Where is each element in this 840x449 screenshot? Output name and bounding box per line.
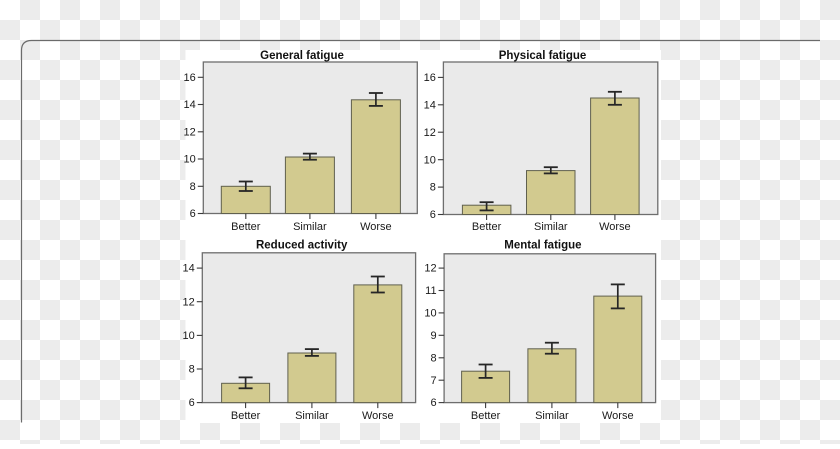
svg-text:10: 10 [424, 308, 436, 320]
svg-text:Worse: Worse [360, 221, 392, 233]
svg-text:8: 8 [430, 182, 436, 194]
svg-text:Similar: Similar [293, 221, 327, 233]
svg-text:14: 14 [184, 99, 196, 111]
svg-text:Similar: Similar [295, 410, 329, 422]
svg-text:Reduced activity: Reduced activity [256, 240, 348, 252]
svg-text:12: 12 [184, 126, 196, 138]
svg-text:14: 14 [183, 263, 195, 275]
svg-text:Similar: Similar [534, 221, 568, 233]
svg-text:Better: Better [231, 221, 261, 233]
svg-text:Similar: Similar [535, 410, 569, 422]
svg-text:12: 12 [424, 263, 436, 275]
svg-text:9: 9 [430, 330, 436, 342]
svg-text:Physical fatigue: Physical fatigue [499, 50, 587, 62]
svg-text:8: 8 [190, 181, 196, 193]
svg-text:10: 10 [424, 154, 436, 166]
svg-text:14: 14 [424, 99, 436, 111]
svg-text:Mental fatigue: Mental fatigue [504, 240, 581, 252]
svg-text:10: 10 [184, 154, 196, 166]
svg-text:Worse: Worse [599, 221, 631, 233]
svg-text:12: 12 [424, 127, 436, 139]
svg-text:General fatigue: General fatigue [260, 50, 344, 62]
svg-text:6: 6 [190, 208, 196, 220]
svg-text:8: 8 [430, 352, 436, 364]
svg-text:Better: Better [472, 221, 502, 233]
svg-text:11: 11 [425, 285, 436, 297]
svg-text:Better: Better [471, 410, 501, 422]
svg-text:10: 10 [183, 330, 195, 342]
svg-text:6: 6 [189, 397, 195, 409]
svg-text:6: 6 [430, 209, 436, 221]
svg-text:8: 8 [189, 364, 195, 376]
svg-text:16: 16 [424, 72, 436, 84]
svg-text:Worse: Worse [602, 410, 634, 422]
svg-text:7: 7 [430, 375, 436, 387]
svg-text:6: 6 [430, 397, 436, 409]
svg-text:16: 16 [184, 72, 196, 84]
svg-text:Better: Better [231, 410, 261, 422]
svg-text:12: 12 [183, 296, 195, 308]
svg-text:Worse: Worse [362, 410, 394, 422]
